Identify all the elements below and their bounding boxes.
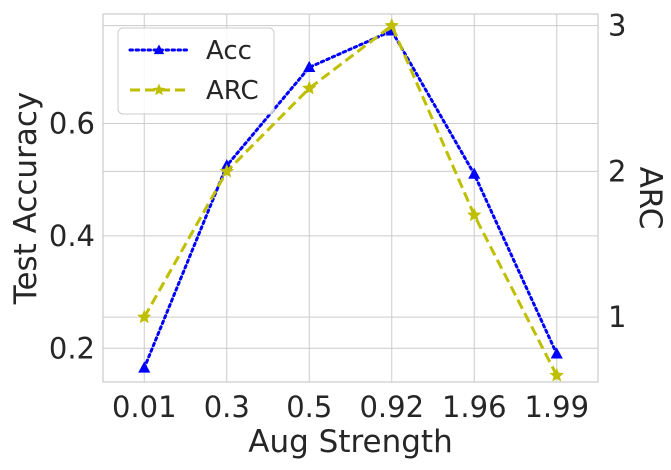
arc-point bbox=[384, 18, 399, 32]
arc-point bbox=[302, 80, 317, 95]
y2-tick-label: 1 bbox=[608, 300, 626, 334]
y-tick-label: 0.2 bbox=[49, 331, 95, 365]
x-tick-label: 0.92 bbox=[359, 390, 424, 424]
legend-marker-arc bbox=[152, 83, 166, 96]
y-axis-right-ticks: 1 2 3 bbox=[608, 9, 626, 334]
acc-point bbox=[550, 347, 563, 359]
arc-point bbox=[219, 163, 234, 178]
arc-series-line bbox=[142, 23, 559, 377]
legend-label-arc: ARC bbox=[206, 76, 259, 106]
arc-point bbox=[549, 367, 564, 382]
x-tick-label: 0.3 bbox=[204, 390, 250, 424]
series-layer bbox=[137, 18, 564, 382]
y2-tick-label: 3 bbox=[608, 9, 626, 43]
x-axis-ticks: 0.01 0.3 0.5 0.92 1.96 1.99 bbox=[112, 390, 589, 424]
acc-point bbox=[303, 60, 316, 72]
y-tick-label: 0.4 bbox=[49, 219, 95, 253]
legend: Acc ARC bbox=[117, 27, 275, 115]
acc-point bbox=[468, 167, 481, 179]
legend-label-acc: Acc bbox=[206, 36, 252, 66]
x-tick-label: 1.99 bbox=[524, 390, 589, 424]
grid-lines bbox=[103, 14, 598, 382]
y-axis-left-ticks: 0.2 0.4 0.6 bbox=[49, 107, 95, 366]
y-axis-right-title: ARC bbox=[632, 167, 668, 230]
y-axis-left-title: Test Accuracy bbox=[8, 92, 44, 305]
acc-point bbox=[138, 361, 151, 373]
x-axis-title: Aug Strength bbox=[248, 424, 452, 460]
x-tick-label: 0.5 bbox=[286, 390, 332, 424]
y-tick-label: 0.6 bbox=[49, 107, 95, 141]
x-tick-label: 0.01 bbox=[112, 390, 177, 424]
acc-series-line bbox=[142, 28, 559, 370]
legend-marker-acc bbox=[153, 44, 165, 55]
arc-point bbox=[137, 309, 152, 324]
arc-point bbox=[467, 207, 482, 222]
y2-tick-label: 2 bbox=[608, 154, 626, 188]
plot-area bbox=[102, 13, 599, 383]
x-tick-label: 1.96 bbox=[442, 390, 507, 424]
